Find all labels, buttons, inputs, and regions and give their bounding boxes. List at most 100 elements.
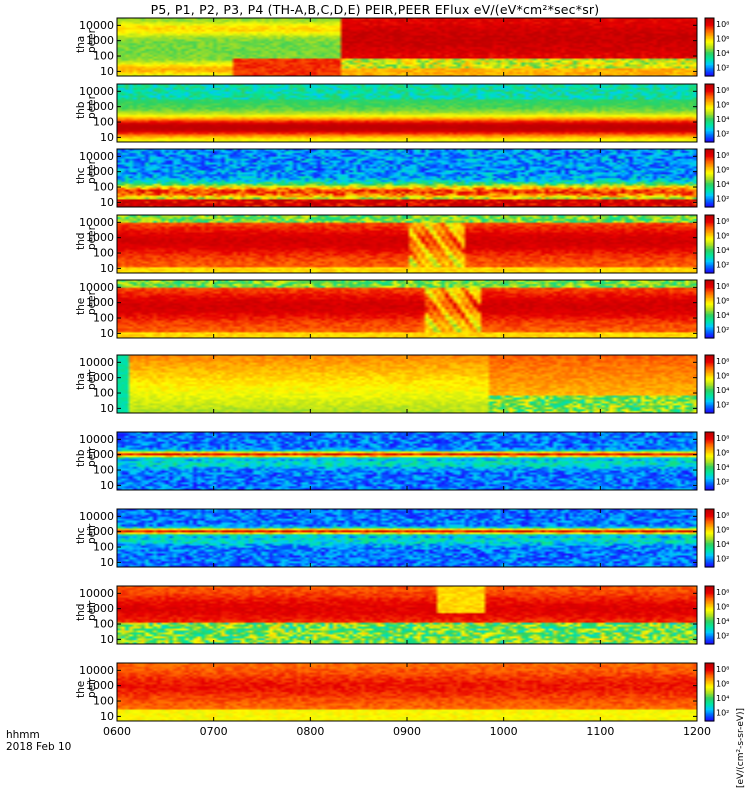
colorbar-cell: [705, 612, 714, 615]
x-tick-label: 0600: [103, 725, 131, 738]
colorbar-cell: [705, 449, 714, 452]
colorbar-cell: [705, 51, 714, 54]
colorbar-cell: [705, 71, 714, 74]
colorbar-tick-label: 10⁶: [716, 296, 729, 305]
colorbar-cell: [705, 285, 714, 288]
y-tick-label: 10: [100, 262, 114, 275]
colorbar-cell: [705, 453, 714, 456]
colorbar-cell: [705, 362, 714, 365]
colorbar-cell: [705, 73, 714, 76]
y-tick-label: 10: [100, 131, 114, 144]
colorbar-cell: [705, 683, 714, 686]
colorbar-cell: [705, 259, 714, 262]
colorbar-cell: [705, 246, 714, 249]
panel-thb-peer: 10 100 1000 10000: [79, 83, 698, 144]
y-tick-label: 10000: [79, 19, 114, 32]
colorbar-cell: [705, 314, 714, 317]
y-tick-label: 10000: [79, 356, 114, 369]
colorbar-cell: [705, 606, 714, 609]
colorbar-cell: [705, 680, 714, 683]
colorbar-cell: [705, 628, 714, 631]
colorbar-cell: [705, 558, 714, 561]
colorbar-cell: [705, 674, 714, 677]
colorbar-cell: [705, 242, 714, 245]
colorbar-cell: [705, 596, 714, 599]
colorbar-cell: [705, 189, 714, 192]
colorbar-cell: [705, 516, 714, 519]
panel-label: the peer: [75, 291, 98, 315]
panel-label: thc peer: [75, 160, 98, 184]
colorbar-cell: [705, 235, 714, 238]
colorbar-cell: [705, 718, 714, 721]
colorbar-cell: [705, 365, 714, 368]
colorbar-cell: [705, 533, 714, 536]
y-tick-label: 1000: [86, 34, 114, 47]
colorbar-cell: [705, 86, 714, 89]
colorbar-cell: [705, 179, 714, 182]
colorbar-cell: [705, 616, 714, 619]
colorbar-cell: [705, 39, 714, 42]
colorbar-cell: [705, 699, 714, 702]
colorbar-tick-label: 10⁸: [716, 588, 729, 597]
colorbar-cell: [705, 287, 714, 290]
colorbar-cell: [705, 476, 714, 479]
colorbar-cell: [705, 32, 714, 35]
colorbar-cell: [705, 555, 714, 558]
colorbar-cell: [705, 216, 714, 219]
colorbar-cell: [705, 697, 714, 700]
y-tick-label: 100: [93, 247, 114, 260]
colorbar-cell: [705, 151, 714, 154]
colorbar-tick-label: 10⁶: [716, 448, 729, 457]
colorbar-cell: [705, 461, 714, 464]
colorbar-cell: [705, 323, 714, 326]
colorbar-cell: [705, 487, 714, 490]
panel-tha-peer: 10 100 1000 10000: [79, 17, 698, 78]
colorbar-cell: [705, 355, 714, 358]
colorbar-cell: [705, 636, 714, 639]
colorbar-cell: [705, 244, 714, 247]
colorbar-cell: [705, 326, 714, 329]
colorbar-tick-label: 10⁴: [716, 49, 729, 58]
colorbar-tick-label: 10⁴: [716, 115, 729, 124]
colorbar-tick-label: 10²: [716, 554, 729, 563]
colorbar-cell: [705, 459, 714, 462]
colorbar-cell: [705, 188, 714, 191]
colorbar-cell: [705, 716, 714, 719]
colorbar-cell: [705, 60, 714, 63]
colorbar-cell: [705, 262, 714, 265]
colorbar-cell: [705, 601, 714, 604]
y-tick-label: 1000: [86, 100, 114, 113]
colorbar-cell: [705, 311, 714, 314]
colorbar-cell: [705, 626, 714, 629]
colorbar-cell: [705, 707, 714, 710]
colorbar-cell: [705, 139, 714, 142]
colorbar-cell: [705, 375, 714, 378]
y-tick-label: 10: [100, 710, 114, 723]
colorbar-cell: [705, 681, 714, 684]
colorbar-tick-label: 10⁴: [716, 617, 729, 626]
colorbar-cell: [705, 405, 714, 408]
colorbar-cell: [705, 452, 714, 455]
colorbar-cell: [705, 712, 714, 715]
panel-thd-peir: 10 100 1000 10000: [79, 585, 698, 646]
colorbar-tick-label: 10⁶: [716, 165, 729, 174]
colorbar-cell: [705, 85, 714, 88]
colorbar-cell: [705, 524, 714, 527]
chart-title: P5, P1, P2, P3, P4 (TH-A,B,C,D,E) PEIR,P…: [150, 2, 600, 17]
colorbar-cell: [705, 117, 714, 120]
colorbar-cell: [705, 114, 714, 117]
colorbar-cell: [705, 401, 714, 404]
colorbar-cell: [705, 136, 714, 139]
panel-label: thd peir: [75, 601, 98, 621]
y-tick-label: 10: [100, 633, 114, 646]
colorbar-cell: [705, 154, 714, 157]
panel-label-line: peer: [86, 95, 98, 119]
colorbar-cell: [705, 232, 714, 235]
colorbar-cell: [705, 159, 714, 162]
colorbar-cell: [705, 226, 714, 229]
colorbar-cell: [705, 357, 714, 360]
colorbar-cell: [705, 379, 714, 382]
colorbar-cell: [705, 439, 714, 442]
colorbar-cell: [705, 88, 714, 91]
colorbar-cell: [705, 267, 714, 270]
